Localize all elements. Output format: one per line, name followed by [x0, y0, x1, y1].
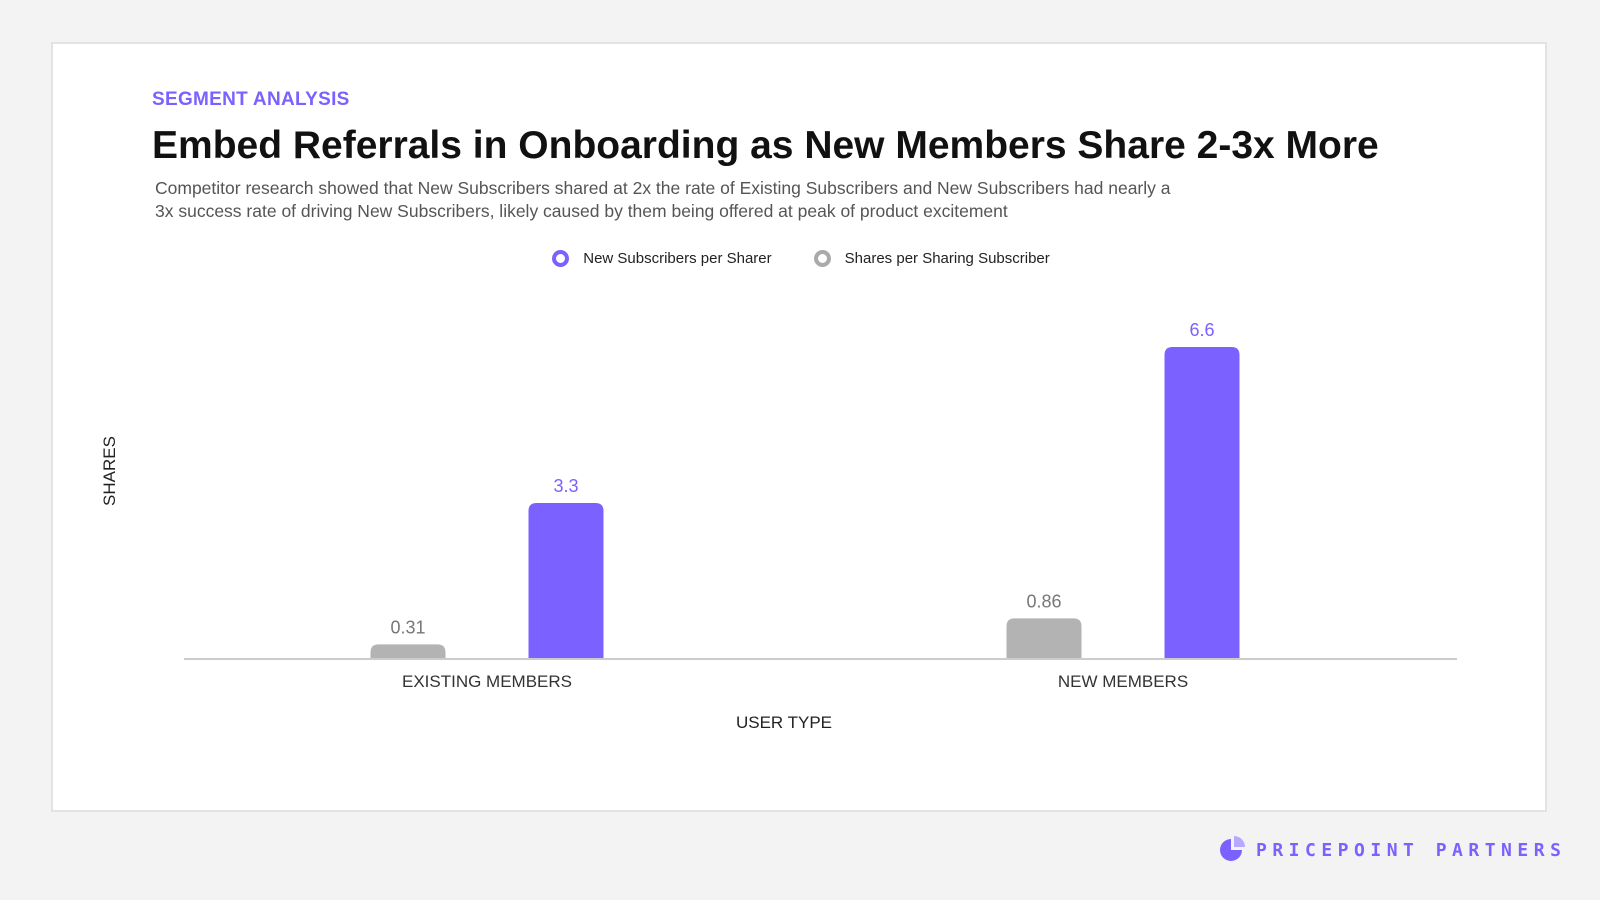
- bar-existing-members-series-0[interactable]: [370, 644, 446, 659]
- chart-legend: New Subscribers per Sharer Shares per Sh…: [53, 250, 1549, 267]
- chart-card: SEGMENT ANALYSIS Embed Referrals in Onbo…: [51, 42, 1547, 812]
- eyebrow-label: SEGMENT ANALYSIS: [152, 89, 350, 110]
- subtitle-line-2: 3x success rate of driving New Subscribe…: [155, 201, 1008, 221]
- data-label-existing-members-series-0: 0.31: [390, 617, 425, 637]
- data-label-new-members-series-0: 0.86: [1026, 591, 1061, 611]
- brand-logo: PRICEPOINT PARTNERS: [1218, 836, 1566, 864]
- legend-item-shares[interactable]: Shares per Sharing Subscriber: [813, 250, 1050, 267]
- chart-subtitle: Competitor research showed that New Subs…: [155, 177, 1315, 223]
- legend-marker-purple-icon: [552, 250, 570, 267]
- legend-label: Shares per Sharing Subscriber: [844, 250, 1050, 267]
- data-label-new-members-series-1: 6.6: [1189, 320, 1214, 340]
- chart-title: Embed Referrals in Onboarding as New Mem…: [152, 124, 1379, 167]
- bar-chart: 0.31 3.3 EXISTING MEMBERS 0.86 6.6 NEW MEMBER…: [100, 320, 1457, 732]
- bars-group: 0.31 3.3 EXISTING MEMBERS 0.86 6.6 NEW MEMBER…: [370, 320, 1240, 691]
- brand-name: PRICEPOINT PARTNERS: [1256, 839, 1567, 861]
- legend-marker-gray-icon: [813, 250, 831, 267]
- data-label-existing-members-series-1: 3.3: [553, 476, 578, 496]
- legend-item-new-subscribers[interactable]: New Subscribers per Sharer: [552, 250, 772, 267]
- y-axis-label: SHARES: [100, 436, 119, 506]
- x-axis-label: USER TYPE: [736, 713, 832, 732]
- pie-logo-icon: [1220, 836, 1245, 861]
- subtitle-line-1: Competitor research showed that New Subs…: [155, 178, 1171, 198]
- bar-new-members-series-1[interactable]: [1164, 347, 1240, 659]
- category-label-new-members: NEW MEMBERS: [1058, 672, 1188, 691]
- bar-new-members-series-0[interactable]: [1006, 618, 1082, 659]
- bar-existing-members-series-1[interactable]: [528, 503, 604, 659]
- category-label-existing-members: EXISTING MEMBERS: [402, 672, 572, 691]
- legend-label: New Subscribers per Sharer: [583, 250, 772, 267]
